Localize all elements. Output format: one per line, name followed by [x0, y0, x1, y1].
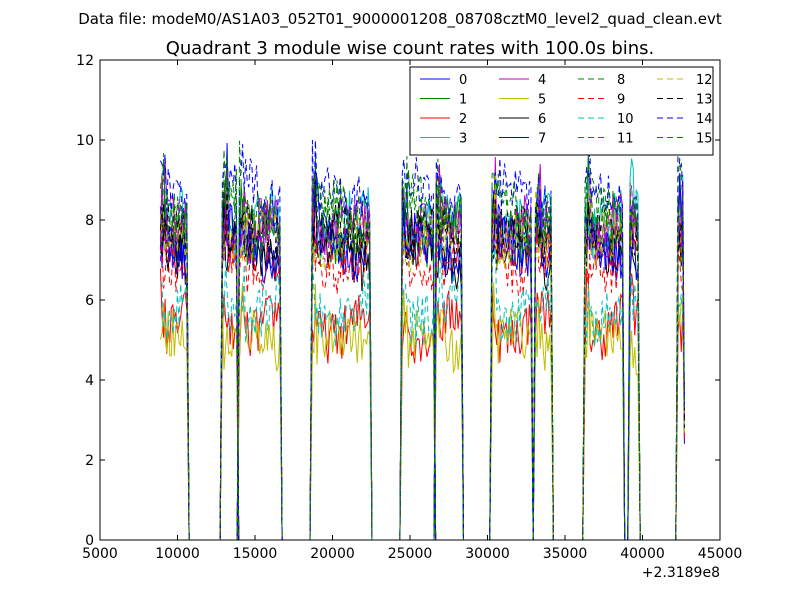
x-tick-label: 20000 — [310, 546, 355, 562]
legend-label: 3 — [459, 132, 467, 147]
chart-suptitle: Data file: modeM0/AS1A03_052T01_90000012… — [78, 10, 722, 29]
series-line-10 — [160, 243, 685, 541]
legend-label: 14 — [696, 112, 713, 127]
legend-label: 2 — [459, 112, 467, 127]
legend-label: 9 — [617, 93, 625, 108]
x-tick-label: 25000 — [388, 546, 433, 562]
legend-box — [409, 66, 714, 156]
legend-label: 15 — [696, 132, 713, 147]
chart-title: Quadrant 3 module wise count rates with … — [166, 38, 655, 59]
y-tick-label: 10 — [76, 133, 94, 149]
legend-label: 7 — [538, 132, 546, 147]
series-line-15 — [159, 140, 685, 541]
x-tick-label: 35000 — [543, 546, 588, 562]
legend-label: 11 — [617, 132, 634, 147]
legend-label: 1 — [459, 93, 467, 108]
series-line-11 — [159, 173, 685, 541]
x-tick-label: 5000 — [82, 546, 118, 562]
series-line-8 — [159, 149, 685, 541]
series-line-9 — [159, 199, 685, 541]
y-tick-label: 0 — [85, 533, 94, 549]
legend-label: 12 — [696, 73, 713, 88]
legend-label: 6 — [538, 112, 546, 127]
x-tick-label: 15000 — [233, 546, 278, 562]
x-tick-label: 45000 — [698, 546, 743, 562]
axes: 5000 10000 15000 20000 25000 30000 35000 40000 4… — [76, 53, 742, 562]
x-tick-label: 30000 — [465, 546, 510, 562]
y-tick-label: 2 — [85, 453, 94, 469]
x-tick-label: 40000 — [620, 546, 665, 562]
series-line-12 — [159, 171, 685, 541]
y-tick-label: 8 — [85, 213, 94, 229]
legend-label: 13 — [696, 93, 713, 108]
legend-label: 4 — [538, 73, 546, 88]
legend-label: 10 — [617, 112, 634, 127]
legend-label: 0 — [459, 73, 467, 88]
y-tick-label: 4 — [85, 373, 94, 389]
x-tick-label: 10000 — [155, 546, 200, 562]
series-line-13 — [159, 172, 685, 541]
plot-lines — [159, 120, 685, 541]
legend-label: 5 — [538, 93, 546, 108]
series-line-2 — [159, 268, 685, 541]
y-tick-label: 6 — [85, 293, 94, 309]
y-tick-label: 12 — [76, 53, 94, 69]
legend-label: 8 — [617, 73, 625, 88]
x-offset-label: +2.3189e8 — [642, 565, 720, 581]
